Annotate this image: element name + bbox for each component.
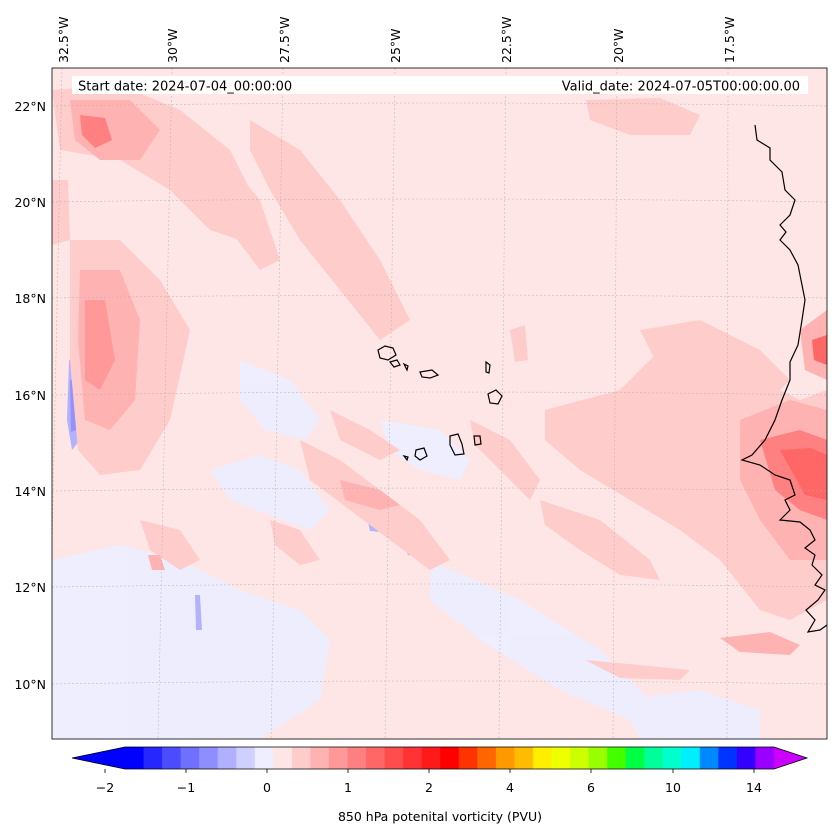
lat-label: 22°N (14, 99, 46, 114)
colorbar-segment (588, 747, 608, 769)
colorbar: −2 −1 0 1 2 4 6 10 14 850 hPa potenital … (71, 746, 809, 824)
colorbar-segments (125, 747, 775, 769)
lat-label: 20°N (14, 195, 46, 210)
colorbar-segment (162, 747, 182, 769)
cape-verde-islands (377, 345, 503, 462)
cb-tick-label: −2 (96, 780, 114, 795)
cb-tick-label: 2 (425, 780, 433, 795)
colorbar-segment (403, 747, 423, 769)
valid-date-label: Valid_date: 2024-07-05T00:00:00.00 (562, 80, 800, 95)
colorbar-segment (570, 747, 590, 769)
info-strip (72, 76, 808, 94)
colorbar-segment (236, 747, 256, 769)
map-frame (51, 67, 828, 740)
cb-tick-label: 14 (746, 780, 762, 795)
lon-label: 27.5°W (277, 17, 292, 63)
colorbar-segment (217, 747, 237, 769)
colorbar-segment (143, 747, 163, 769)
colorbar-segment (662, 747, 682, 769)
colorbar-segment (625, 747, 645, 769)
lon-label: 20°W (611, 28, 626, 63)
lon-label: 32.5°W (56, 17, 71, 63)
colorbar-segment (755, 747, 775, 769)
colorbar-segment (440, 747, 460, 769)
colorbar-over-arrow (774, 747, 807, 769)
pv-negative-fill (52, 90, 760, 739)
cb-tick-label: 4 (506, 780, 514, 795)
lon-label: 22.5°W (499, 17, 514, 63)
cb-tick-label: 1 (344, 780, 352, 795)
colorbar-under-arrow (72, 747, 125, 769)
colorbar-segment (514, 747, 534, 769)
cb-tick-label: 10 (665, 780, 681, 795)
colorbar-segment (291, 747, 312, 769)
colorbar-ticks (104, 769, 755, 773)
colorbar-segment (366, 747, 386, 769)
graticule (52, 68, 827, 739)
coastlines (740, 124, 827, 633)
pv-positive-fill (52, 85, 827, 680)
colorbar-title: 850 hPa potenital vorticity (PVU) (338, 809, 542, 824)
colorbar-segment (718, 747, 738, 769)
colorbar-segment (384, 747, 404, 769)
cb-tick-label: −1 (177, 780, 195, 795)
africa-coastline (740, 124, 827, 633)
colorbar-segment (125, 747, 145, 769)
cb-tick-label: 0 (263, 780, 271, 795)
colorbar-segment (699, 747, 719, 769)
colorbar-tick-labels: −2 −1 0 1 2 4 6 10 14 (96, 780, 762, 795)
lon-label: 30°W (165, 28, 180, 63)
cb-tick-label: 6 (587, 780, 595, 795)
colorbar-segment (328, 747, 349, 769)
colorbar-segment (681, 747, 701, 769)
colorbar-segment (607, 747, 627, 769)
colorbar-segment (458, 747, 478, 769)
colorbar-segment (495, 747, 515, 769)
colorbar-segment (477, 747, 497, 769)
colorbar-segment (254, 747, 274, 769)
colorbar-outline (71, 746, 809, 770)
colorbar-segment (532, 747, 553, 769)
lat-label: 16°N (14, 388, 46, 403)
colorbar-segment (273, 747, 293, 769)
lon-label: 17.5°W (722, 17, 737, 63)
lat-label: 14°N (14, 484, 46, 499)
colorbar-segment (347, 747, 367, 769)
colorbar-segment (421, 747, 441, 769)
start-date-label: Start date: 2024-07-04_00:00:00 (78, 80, 292, 95)
colorbar-segment (199, 747, 219, 769)
latitude-labels: 22°N 20°N 18°N 16°N 14°N 12°N 10°N (14, 99, 46, 692)
colorbar-segment (736, 747, 757, 769)
colorbar-segment (551, 747, 571, 769)
colorbar-segment (644, 747, 664, 769)
longitude-labels: 32.5°W 30°W 27.5°W 25°W 22.5°W 20°W 17.5… (56, 17, 737, 63)
colorbar-segment (180, 747, 200, 769)
lat-label: 12°N (14, 580, 46, 595)
lat-label: 10°N (14, 677, 46, 692)
map-panel: Start date: 2024-07-04_00:00:00 Valid_da… (52, 68, 827, 739)
lon-label: 25°W (388, 28, 403, 63)
lat-label: 18°N (14, 291, 46, 306)
colorbar-segment (310, 747, 330, 769)
